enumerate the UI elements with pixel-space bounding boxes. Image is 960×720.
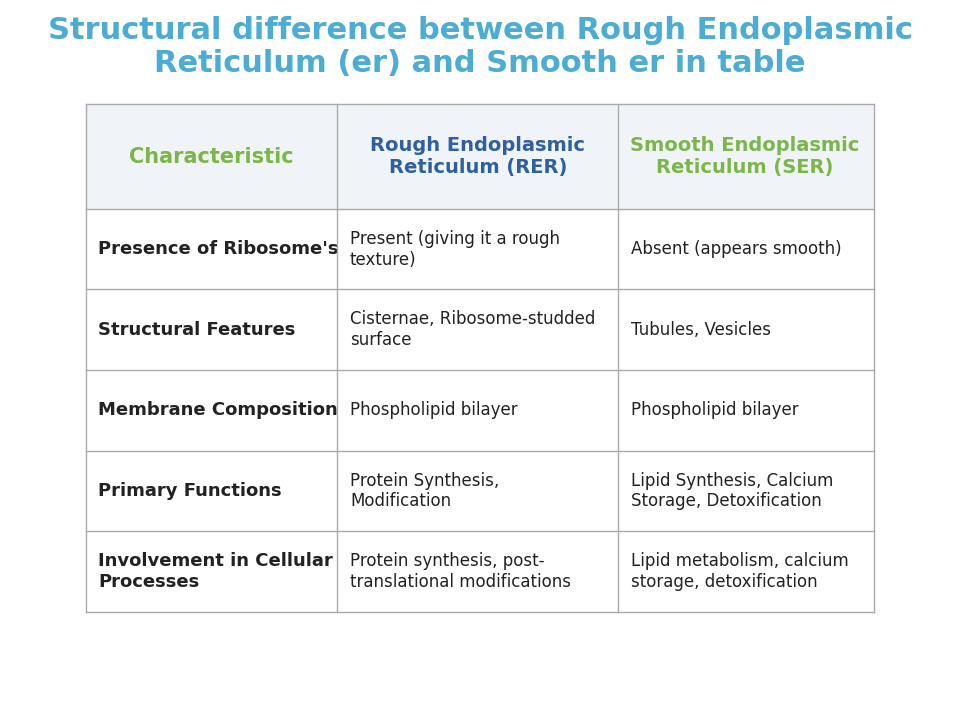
- Text: Protein synthesis, post-
translational modifications: Protein synthesis, post- translational m…: [350, 552, 571, 591]
- Text: Structural Features: Structural Features: [98, 321, 296, 339]
- Text: Present (giving it a rough
texture): Present (giving it a rough texture): [350, 230, 560, 269]
- Text: Phospholipid bilayer: Phospholipid bilayer: [631, 402, 799, 419]
- FancyBboxPatch shape: [85, 451, 875, 531]
- Text: Characteristic: Characteristic: [130, 147, 294, 166]
- Text: Lipid Synthesis, Calcium
Storage, Detoxification: Lipid Synthesis, Calcium Storage, Detoxi…: [631, 472, 833, 510]
- FancyBboxPatch shape: [85, 370, 875, 451]
- Text: Membrane Composition: Membrane Composition: [98, 402, 338, 419]
- Text: Cisternae, Ribosome-studded
surface: Cisternae, Ribosome-studded surface: [350, 310, 595, 349]
- FancyBboxPatch shape: [85, 289, 875, 370]
- Text: Phospholipid bilayer: Phospholipid bilayer: [350, 402, 517, 419]
- Text: Structural difference between Rough Endoplasmic
Reticulum (er) and Smooth er in : Structural difference between Rough Endo…: [48, 16, 912, 78]
- Text: Lipid metabolism, calcium
storage, detoxification: Lipid metabolism, calcium storage, detox…: [631, 552, 849, 591]
- FancyBboxPatch shape: [85, 531, 875, 612]
- Text: Smooth Endoplasmic
Reticulum (SER): Smooth Endoplasmic Reticulum (SER): [630, 136, 859, 177]
- FancyBboxPatch shape: [85, 209, 875, 289]
- Text: Protein Synthesis,
Modification: Protein Synthesis, Modification: [350, 472, 499, 510]
- Text: Rough Endoplasmic
Reticulum (RER): Rough Endoplasmic Reticulum (RER): [371, 136, 586, 177]
- Text: Presence of Ribosome's: Presence of Ribosome's: [98, 240, 339, 258]
- Text: Tubules, Vesicles: Tubules, Vesicles: [631, 321, 771, 339]
- Text: Absent (appears smooth): Absent (appears smooth): [631, 240, 842, 258]
- FancyBboxPatch shape: [85, 104, 875, 209]
- Text: Primary Functions: Primary Functions: [98, 482, 282, 500]
- Text: Involvement in Cellular
Processes: Involvement in Cellular Processes: [98, 552, 333, 591]
